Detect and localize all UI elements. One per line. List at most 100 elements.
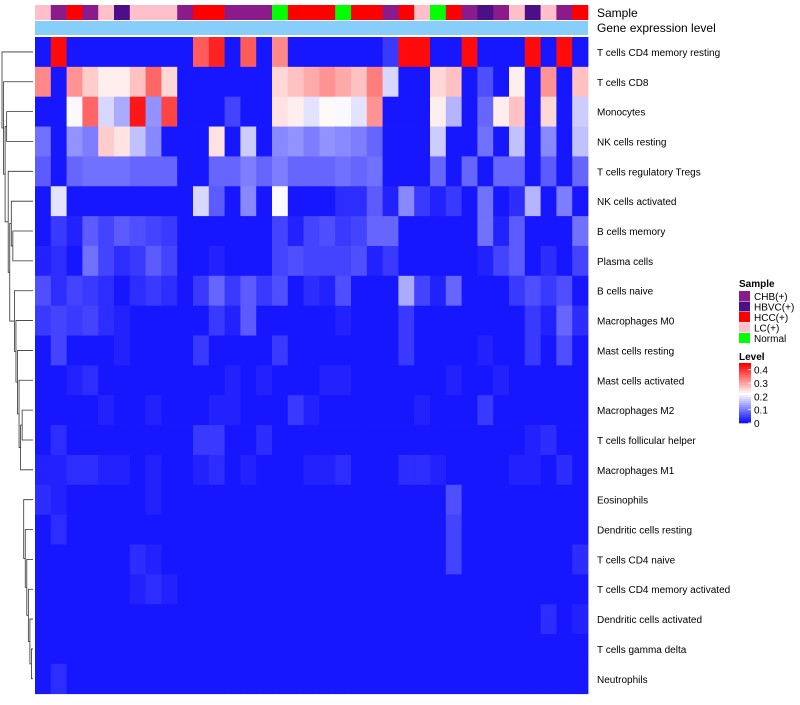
heatmap-cell [287, 574, 304, 605]
heatmap-cell [114, 216, 131, 247]
row-label: Plasma cells [597, 257, 653, 268]
heatmap-cell [398, 484, 415, 515]
sample-annotation-cell [572, 5, 589, 20]
heatmap-cell [208, 365, 225, 396]
heatmap-cell [351, 186, 368, 217]
heatmap-cell [256, 126, 273, 157]
heatmap-cell [556, 544, 573, 575]
heatmap-cell [303, 186, 320, 217]
heatmap-cell [161, 245, 178, 277]
heatmap-cell [524, 37, 541, 68]
heatmap-cell [114, 66, 131, 98]
heatmap-cell [272, 66, 289, 98]
heatmap-cell [477, 66, 494, 98]
heatmap-cell [556, 425, 573, 456]
heatmap-cell [98, 425, 115, 456]
sample-annotation-cell [240, 5, 257, 20]
legend-level-title: Level [739, 352, 765, 363]
heatmap-cell [145, 126, 162, 157]
heatmap-cell [256, 484, 273, 515]
heatmap-cell [193, 245, 210, 277]
heatmap-cell [414, 604, 431, 635]
heatmap-cell [66, 305, 83, 336]
heatmap-cell [114, 365, 131, 396]
heatmap-cell [351, 574, 368, 605]
heatmap-cell [461, 604, 478, 635]
heatmap-cell [145, 544, 162, 575]
heatmap-cell [556, 126, 573, 157]
heatmap-cell [430, 156, 447, 187]
heatmap-cell [382, 126, 399, 157]
heatmap-cell [50, 126, 67, 157]
heatmap-cell [414, 275, 431, 307]
heatmap-cell [193, 663, 210, 695]
heatmap-cell [445, 305, 462, 336]
legend-colorbar-segment [739, 369, 751, 372]
heatmap-cell [161, 37, 178, 68]
heatmap-cell [177, 245, 194, 277]
heatmap-cell [208, 66, 225, 98]
heatmap-cell [461, 156, 478, 187]
heatmap-cell [524, 663, 541, 695]
dendrogram-branch [1, 51, 33, 129]
sample-annotation-cell [35, 5, 52, 20]
heatmap-cell [509, 425, 526, 456]
heatmap-cell [193, 604, 210, 635]
legend-colorbar-segment [739, 415, 751, 418]
heatmap-cell [382, 574, 399, 605]
legend-colorbar-segment [739, 421, 751, 424]
heatmap-cell [177, 335, 194, 366]
heatmap-cell [66, 126, 83, 157]
heatmap-cell [240, 454, 257, 486]
heatmap-cell [66, 66, 83, 98]
sample-annotation-cell [177, 5, 194, 20]
sample-annotation-title: Sample [597, 6, 638, 20]
heatmap-cell [287, 66, 304, 98]
heatmap-cell [66, 37, 83, 68]
heatmap-cell [272, 37, 289, 68]
heatmap-cell [224, 156, 241, 187]
heatmap-cell [319, 305, 336, 336]
heatmap-cell [161, 335, 178, 366]
heatmap-cell [540, 37, 557, 68]
heatmap-cell [509, 275, 526, 307]
heatmap-cell [129, 484, 146, 515]
heatmap-cell [224, 604, 241, 635]
row-label: B cells naive [597, 287, 654, 298]
heatmap-cell [256, 365, 273, 396]
heatmap-cell [129, 305, 146, 336]
heatmap-cell [414, 634, 431, 665]
legend-level-tick: 0 [754, 419, 760, 430]
heatmap-cell [35, 335, 52, 366]
heatmap-cell [430, 484, 447, 515]
heatmap-cell [114, 425, 131, 456]
heatmap-cell [208, 574, 225, 605]
heatmap-cell [382, 604, 399, 635]
heatmap-cell [66, 604, 83, 635]
heatmap-cell [430, 574, 447, 605]
heatmap-cell [208, 245, 225, 277]
heatmap-cell [477, 454, 494, 486]
row-label: Macrophages M0 [597, 317, 675, 328]
heatmap-cell [35, 186, 52, 217]
heatmap-cell [398, 454, 415, 486]
heatmap-cell [509, 365, 526, 396]
heatmap-cell [366, 245, 383, 277]
row-label: T cells CD4 memory activated [597, 585, 730, 596]
heatmap-cell [82, 454, 99, 486]
heatmap-cell [256, 156, 273, 187]
heatmap-cell [145, 574, 162, 605]
heatmap-cell [177, 66, 194, 98]
heatmap-cell [509, 126, 526, 157]
heatmap-cell [445, 216, 462, 247]
heatmap-cell [240, 275, 257, 307]
heatmap-cell [98, 216, 115, 247]
heatmap-cell [366, 216, 383, 247]
heatmap-cell [430, 216, 447, 247]
legend-colorbar-segment [739, 383, 751, 386]
heatmap-cell [66, 663, 83, 695]
heatmap-cell [82, 66, 99, 98]
heatmap-cell [129, 126, 146, 157]
heatmap-cell [319, 425, 336, 456]
